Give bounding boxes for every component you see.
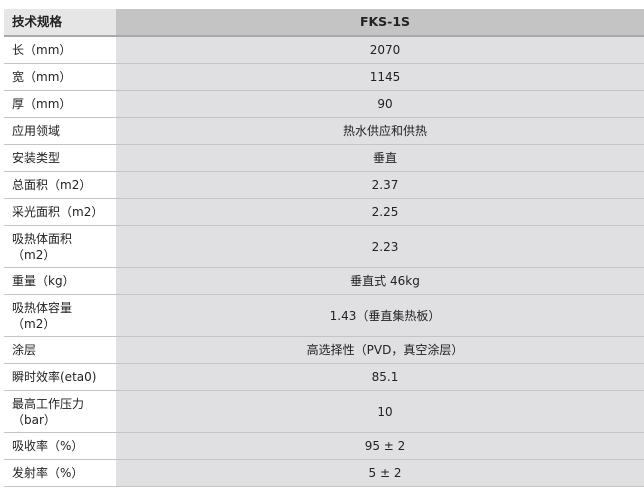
table-row: 采光面积（m2） 2.25 [4,198,644,226]
table-row: 厚（mm） 90 [4,90,644,118]
spec-value: 2.23 [116,225,644,268]
table-row: 吸热体面积（m2） 2.23 [4,225,644,268]
spec-value: 垂直 [116,144,644,172]
spec-table: 技术规格 FKS-1S 长（mm） 2070 宽（mm） 1145 厚（mm） 90 应用领… [4,9,644,487]
header-model: FKS-1S [116,9,644,37]
spec-value: 垂直式 46kg [116,267,644,295]
table-row: 安装类型 垂直 [4,144,644,172]
table-row: 最高工作压力（bar） 10 [4,390,644,433]
spec-label: 应用领域 [4,117,116,145]
spec-value: 90 [116,90,644,118]
header-row: 技术规格 FKS-1S [4,9,644,37]
spec-label: 安装类型 [4,144,116,172]
spec-value: 2070 [116,36,644,64]
spec-value: 95 ± 2 [116,432,644,460]
table-row: 涂层 高选择性（PVD，真空涂层） [4,336,644,364]
spec-label: 最高工作压力（bar） [4,390,116,433]
table-row: 发射率（%） 5 ± 2 [4,459,644,487]
spec-value: 5 ± 2 [116,459,644,487]
spec-label: 重量（kg） [4,267,116,295]
spec-label: 采光面积（m2） [4,198,116,226]
table-row: 长（mm） 2070 [4,36,644,64]
table-row: 重量（kg） 垂直式 46kg [4,267,644,295]
table-row: 应用领域 热水供应和供热 [4,117,644,145]
table-row: 吸热体容量（m2） 1.43（垂直集热板） [4,294,644,337]
spec-label: 长（mm） [4,36,116,64]
table-row: 宽（mm） 1145 [4,63,644,91]
spec-value: 1.43（垂直集热板） [116,294,644,337]
table-row: 瞬时效率(eta0) 85.1 [4,363,644,391]
spec-label: 宽（mm） [4,63,116,91]
table-row: 总面积（m2） 2.37 [4,171,644,199]
spec-value: 热水供应和供热 [116,117,644,145]
spec-value: 2.37 [116,171,644,199]
header-label: 技术规格 [4,9,116,37]
spec-label: 厚（mm） [4,90,116,118]
spec-value: 高选择性（PVD，真空涂层） [116,336,644,364]
table-row: 吸收率（%） 95 ± 2 [4,432,644,460]
spec-label: 吸热体容量（m2） [4,294,116,337]
spec-label: 涂层 [4,336,116,364]
spec-label: 吸热体面积（m2） [4,225,116,268]
spec-label: 发射率（%） [4,459,116,487]
spec-value: 2.25 [116,198,644,226]
spec-value: 1145 [116,63,644,91]
spec-value: 10 [116,390,644,433]
spec-label: 吸收率（%） [4,432,116,460]
spec-value: 85.1 [116,363,644,391]
spec-label: 总面积（m2） [4,171,116,199]
spec-label: 瞬时效率(eta0) [4,363,116,391]
